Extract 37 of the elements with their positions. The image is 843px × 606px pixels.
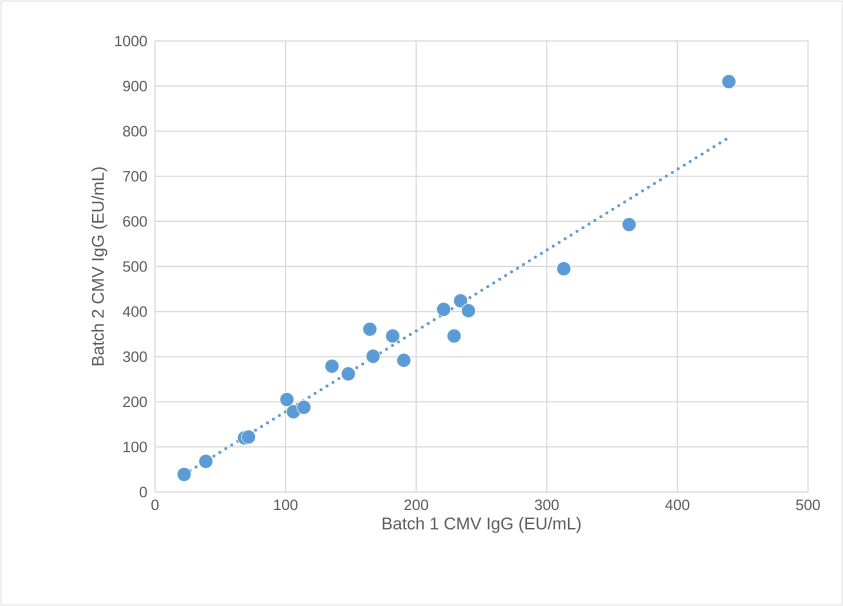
point — [396, 353, 412, 368]
x-tick-label: 300 — [534, 500, 559, 510]
point — [366, 348, 380, 364]
point — [722, 74, 736, 89]
y-tick-label: 400 — [122, 306, 147, 317]
x-tick-label: 200 — [404, 500, 428, 510]
y-axis-title: Batch 2 CMV IgG (EU/mL) — [91, 167, 108, 366]
y-tick-label: 100 — [124, 442, 147, 452]
point — [241, 430, 256, 444]
y-tick-label: 300 — [123, 351, 147, 362]
point — [453, 293, 468, 308]
y-tick-label: 0 — [140, 486, 147, 498]
x-axis-title: Batch 1 CMV IgG (EU/mL) — [382, 517, 581, 533]
y-tick-label: 900 — [123, 80, 147, 92]
point — [436, 302, 451, 317]
y-tick-label: 1000 — [115, 36, 147, 46]
point — [362, 322, 378, 336]
x-tick-label: 400 — [665, 500, 690, 510]
point — [461, 303, 476, 318]
x-tick-label: 500 — [796, 500, 820, 510]
point — [280, 392, 294, 407]
point — [385, 328, 400, 344]
x-tick-label: 100 — [274, 500, 298, 510]
x-tick-label: 0 — [151, 500, 159, 510]
y-tick-label: 700 — [123, 170, 147, 182]
point — [198, 454, 214, 469]
point — [556, 261, 572, 276]
point — [622, 217, 636, 232]
point — [324, 358, 340, 374]
point — [176, 467, 192, 482]
y-tick-label: 800 — [123, 126, 147, 137]
y-tick-label: 500 — [123, 261, 147, 272]
point — [296, 400, 312, 415]
point — [340, 366, 356, 382]
y-tick-label: 600 — [123, 216, 147, 227]
y-tick-label: 200 — [123, 396, 147, 408]
point — [446, 328, 462, 344]
